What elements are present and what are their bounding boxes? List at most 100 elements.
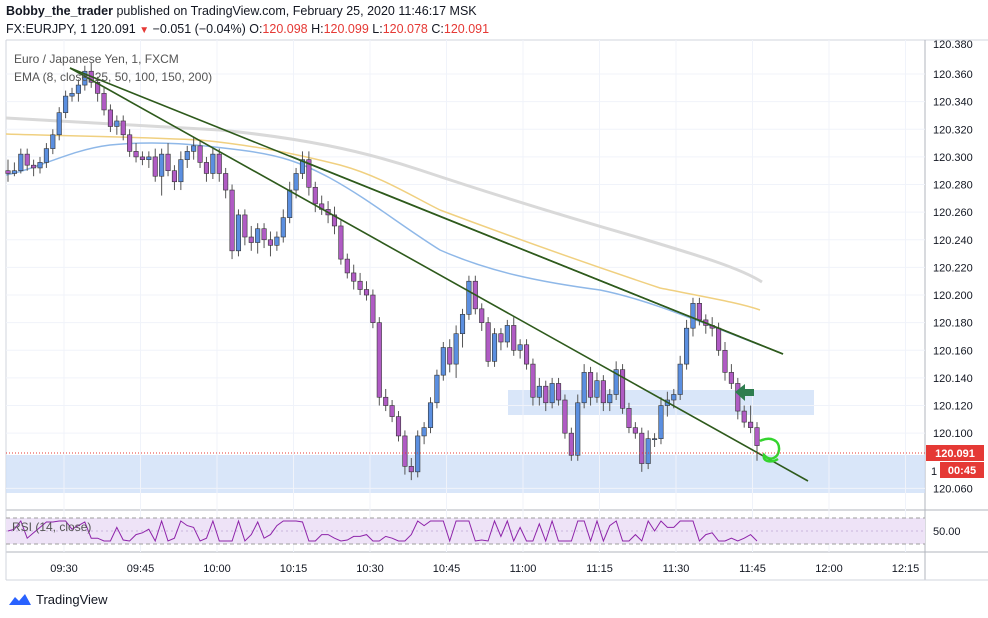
candle-body-down bbox=[498, 333, 504, 343]
candle-body-down bbox=[696, 303, 702, 321]
grid-lines bbox=[6, 40, 925, 552]
candle bbox=[338, 220, 344, 265]
close-label: C: bbox=[431, 22, 444, 36]
candle bbox=[652, 433, 658, 447]
candle-body-down bbox=[223, 173, 229, 191]
candle-body-down bbox=[402, 435, 408, 467]
candle bbox=[658, 397, 664, 445]
price-tick-label: 120.220 bbox=[933, 262, 973, 274]
candle bbox=[210, 148, 216, 179]
candle bbox=[171, 165, 177, 191]
price-tick-label: 120.320 bbox=[933, 124, 973, 136]
candle bbox=[421, 422, 427, 445]
trendline-middle[interactable] bbox=[69, 67, 809, 482]
candle-body-up bbox=[517, 344, 523, 351]
candle bbox=[523, 339, 530, 370]
price-tick-label: 120.360 bbox=[933, 69, 973, 81]
price-tick-label: 120.140 bbox=[933, 373, 973, 385]
candle-body-up bbox=[421, 427, 427, 437]
candle bbox=[159, 148, 165, 196]
candle-body-down bbox=[107, 109, 113, 127]
candle-body-down bbox=[120, 120, 126, 136]
candle-body-up bbox=[184, 151, 190, 160]
rsi-legend: RSI (14, close) bbox=[12, 520, 92, 534]
price-tick-label: 120.340 bbox=[933, 97, 973, 109]
candle bbox=[479, 303, 485, 331]
candle-body-up bbox=[37, 162, 43, 169]
candle-body-down bbox=[216, 153, 222, 174]
candle-body-down bbox=[306, 159, 312, 188]
candle bbox=[107, 104, 113, 133]
candle bbox=[754, 422, 760, 461]
candle bbox=[575, 394, 581, 461]
candle-body-down bbox=[639, 432, 645, 464]
candle bbox=[748, 405, 754, 434]
candle bbox=[440, 341, 446, 381]
candle bbox=[459, 308, 466, 348]
open-label: O: bbox=[249, 22, 263, 36]
candle bbox=[37, 156, 43, 174]
candle-body-up bbox=[56, 112, 62, 136]
candle-body-up bbox=[280, 217, 286, 238]
candle bbox=[549, 377, 555, 409]
candle bbox=[203, 156, 209, 182]
candle bbox=[101, 87, 107, 116]
candle bbox=[370, 289, 376, 329]
candle bbox=[331, 206, 338, 235]
candle bbox=[184, 145, 190, 168]
candle-body-down bbox=[5, 170, 11, 174]
candle bbox=[242, 209, 248, 246]
time-tick-label: 10:45 bbox=[433, 563, 461, 575]
candle bbox=[178, 151, 184, 191]
candle-body-up bbox=[658, 405, 664, 439]
ema-legend: EMA (8, close, 25, 50, 100, 150, 200) bbox=[14, 70, 213, 84]
candle bbox=[69, 87, 75, 102]
candle-body-down bbox=[395, 416, 402, 437]
candle-body-up bbox=[652, 438, 658, 440]
candle bbox=[626, 402, 632, 434]
publisher-name[interactable]: Bobby_the_trader bbox=[6, 4, 113, 18]
candle bbox=[139, 151, 145, 166]
candle-body-down bbox=[312, 186, 318, 205]
candle-body-down bbox=[338, 225, 344, 260]
candle bbox=[197, 140, 203, 168]
candle bbox=[363, 281, 370, 301]
candle bbox=[607, 388, 613, 412]
time-tick-label: 09:45 bbox=[127, 563, 155, 575]
candle-body-up bbox=[114, 120, 120, 127]
tradingview-logo-icon bbox=[9, 593, 31, 605]
candle-body-down bbox=[357, 280, 363, 290]
countdown-badge: 00:45 bbox=[948, 465, 976, 477]
price-tick-label: 120.240 bbox=[933, 235, 973, 247]
price-axis-ticks: 120.360 120.340 120.320 120.300 120.280 120.2… bbox=[933, 69, 973, 495]
candle-body-up bbox=[43, 148, 49, 163]
candle-body-up bbox=[178, 159, 184, 183]
price-tick-label: 120.060 bbox=[933, 483, 973, 495]
highlight-scribble-icon[interactable] bbox=[759, 437, 781, 463]
time-tick-label: 12:15 bbox=[892, 563, 920, 575]
symbol-label: FX:EURJPY, 1 bbox=[6, 22, 88, 36]
candle bbox=[645, 430, 651, 470]
candle-body-up bbox=[255, 228, 261, 243]
tradingview-brand[interactable]: TradingView bbox=[8, 592, 108, 607]
candle-body-down bbox=[95, 81, 101, 94]
candle-body-up bbox=[69, 93, 75, 97]
price-tick-label: 120.200 bbox=[933, 290, 973, 302]
candle-body-up bbox=[581, 372, 587, 404]
candle bbox=[165, 143, 171, 177]
candle-body-down bbox=[203, 162, 209, 174]
candle bbox=[306, 151, 312, 196]
candle bbox=[223, 167, 229, 199]
candle-body-up bbox=[415, 435, 421, 473]
candle bbox=[536, 377, 542, 406]
candle bbox=[216, 148, 222, 182]
trendline-short[interactable] bbox=[289, 155, 784, 355]
ohlc-line: FX:EURJPY, 1 120.091 ▼ −0.051 (−0.04%) O… bbox=[6, 22, 489, 36]
candle-body-up bbox=[690, 303, 696, 329]
candle-body-up bbox=[671, 394, 677, 401]
candle bbox=[620, 364, 626, 414]
arrow-left-icon[interactable] bbox=[735, 384, 754, 401]
support-zone-lower[interactable] bbox=[6, 455, 925, 493]
candle bbox=[357, 272, 363, 296]
